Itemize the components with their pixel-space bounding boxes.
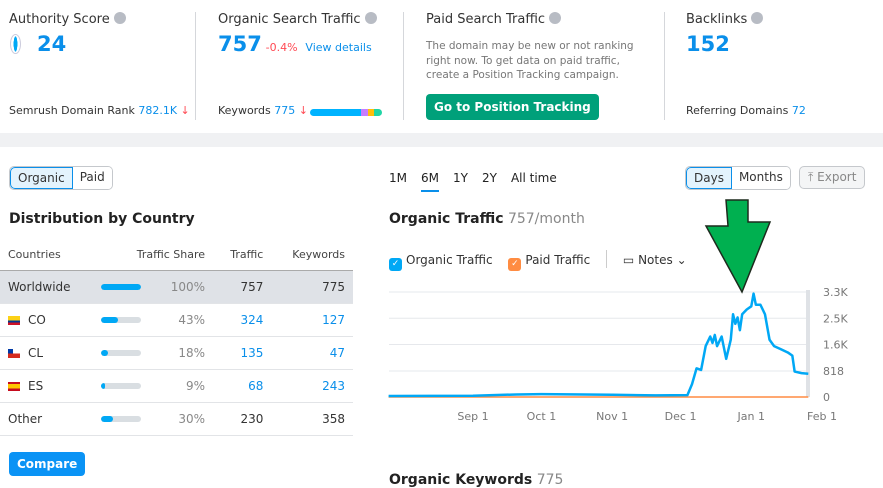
table-row[interactable]: ES 9% 68 243 [0, 369, 353, 403]
authority-title: Authority Score [9, 12, 126, 27]
chart-legend: ✓ Organic Traffic ✓ Paid Traffic ▭ Notes ⌄ [389, 250, 687, 271]
table-row[interactable]: Worldwide 100% 757 775 [0, 270, 353, 304]
notes-dropdown[interactable]: ▭ Notes ⌄ [622, 253, 687, 267]
share-bar [101, 284, 142, 290]
y-tick-label: 2.5K [823, 312, 848, 325]
checkbox-checked-icon: ✓ [508, 258, 522, 271]
y-tick-label: 1.6K [823, 339, 848, 352]
share-bar [101, 317, 142, 323]
range-1y[interactable]: 1Y [453, 171, 468, 185]
x-tick-label: Sep 1 [457, 410, 488, 423]
paid-description: The domain may be new or not ranking rig… [426, 40, 634, 81]
x-tick-label: Dec 1 [665, 410, 697, 423]
flag-es-icon [8, 381, 20, 391]
col-traffic: Traffic [213, 240, 272, 271]
organic-change: -0.4% [265, 41, 298, 54]
flag-co-icon [8, 315, 20, 325]
x-tick-label: Jan 1 [737, 410, 765, 423]
series-line-organic [388, 292, 809, 398]
range-2y[interactable]: 2Y [481, 171, 497, 185]
x-tick-label: Oct 1 [527, 410, 557, 423]
table-row[interactable]: Other 30% 230 358 [0, 401, 353, 436]
table-row[interactable]: CL 18% 135 47 [0, 336, 353, 370]
position-tracking-button[interactable]: Go to Position Tracking [426, 94, 599, 120]
range-1m[interactable]: 1M [389, 171, 407, 185]
export-button[interactable]: ⤒ Export [799, 166, 866, 189]
keywords-stat: Keywords 775 ↓ [218, 104, 308, 117]
x-tick-label: Feb 1 [807, 410, 837, 423]
granularity-toggle: Days Months [685, 166, 791, 190]
date-range-tabs: 1M 6M 1Y 2Y All time [389, 171, 571, 192]
y-tick-label: 3.3K [823, 286, 848, 299]
tab-paid[interactable]: Paid [72, 167, 112, 189]
range-6m[interactable]: 6M [421, 171, 439, 192]
upload-icon: ⤒ [808, 170, 814, 184]
legend-paid[interactable]: ✓ Paid Traffic [508, 253, 590, 271]
tab-organic[interactable]: Organic [10, 167, 73, 189]
referring-domains: Referring Domains 72 [686, 104, 806, 117]
paid-title: Paid Search Traffic [426, 12, 562, 27]
globe-icon[interactable] [751, 12, 764, 24]
range-all-time[interactable]: All time [510, 171, 557, 185]
section-divider [0, 133, 883, 147]
months-button[interactable]: Months [731, 167, 790, 189]
arrow-down-icon: ↓ [298, 104, 308, 117]
col-countries: Countries [0, 240, 94, 271]
comment-icon: ▭ [622, 253, 635, 267]
backlinks-value[interactable]: 152 [686, 32, 730, 56]
col-traffic-share: Traffic Share [93, 240, 214, 271]
arrow-down-icon [704, 199, 772, 294]
globe-icon[interactable] [549, 12, 562, 24]
y-tick-label: 818 [823, 365, 844, 378]
y-tick-label: 0 [823, 391, 830, 404]
chart-scroll-edge [806, 290, 810, 397]
country-table: Countries Traffic Share Traffic Keywords… [0, 240, 353, 436]
share-bar [101, 383, 142, 389]
globe-icon[interactable] [364, 12, 377, 24]
distribution-title: Distribution by Country [9, 211, 195, 227]
flag-cl-icon [8, 348, 20, 358]
backlinks-title: Backlinks [686, 12, 764, 27]
organic-value-row: 757 -0.4% View details [218, 32, 372, 56]
compare-button[interactable]: Compare [9, 452, 86, 476]
table-row[interactable]: CO 43% 324 127 [0, 303, 353, 337]
checkbox-checked-icon: ✓ [389, 258, 402, 271]
globe-icon[interactable] [113, 12, 126, 24]
authority-gauge-icon [10, 34, 21, 54]
authority-score: 24 [37, 32, 67, 56]
chart-title: Organic Traffic 757/month [389, 211, 585, 227]
chevron-down-icon: ⌄ [676, 253, 687, 267]
organic-title: Organic Search Traffic [218, 12, 377, 27]
keywords-distribution-bar [310, 109, 382, 116]
arrow-down-icon: ↓ [180, 104, 190, 117]
col-keywords: Keywords [271, 240, 353, 271]
x-tick-label: Nov 1 [596, 410, 628, 423]
days-button[interactable]: Days [686, 167, 732, 189]
legend-organic[interactable]: ✓ Organic Traffic [389, 253, 493, 271]
share-bar [101, 350, 142, 356]
domain-rank: Semrush Domain Rank 782.1K ↓ [9, 104, 190, 117]
share-bar [101, 416, 142, 422]
view-details-link[interactable]: View details [305, 41, 372, 54]
organic-paid-toggle: Organic Paid [9, 166, 113, 190]
organic-keywords-title: Organic Keywords 775 [389, 472, 564, 488]
